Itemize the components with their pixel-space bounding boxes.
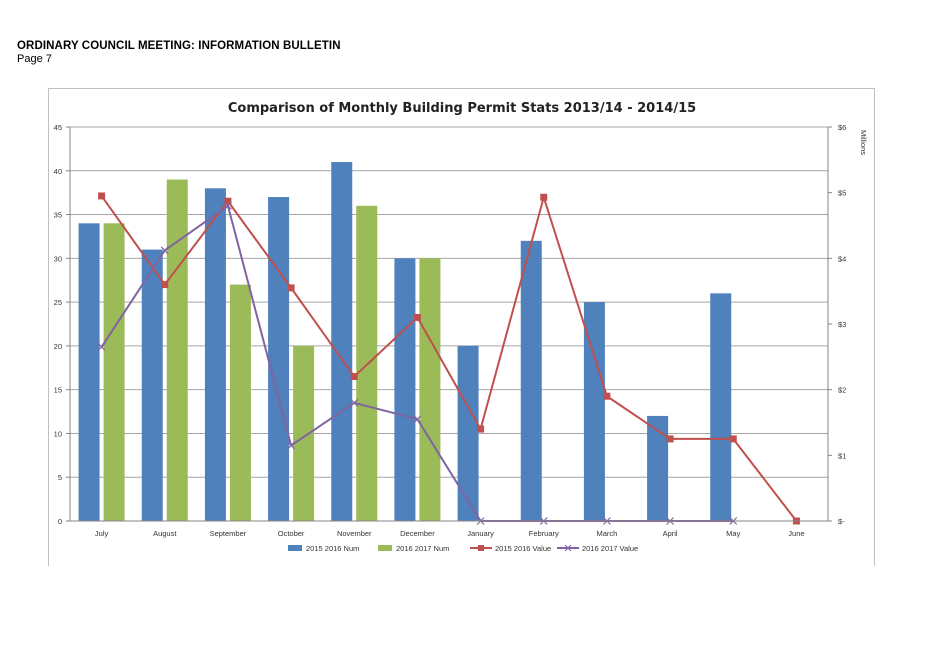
data-point (603, 392, 611, 400)
lines (97, 192, 800, 525)
bar (520, 240, 542, 522)
x-tick-label: February (529, 529, 559, 538)
y-right-tick-label: $3 (838, 320, 846, 329)
data-point (666, 435, 674, 443)
y-right-tick-label: $- (838, 517, 845, 526)
x-tick-label: December (400, 529, 435, 538)
data-point (287, 441, 296, 450)
x-tick-label: May (726, 529, 740, 538)
bar (78, 223, 100, 522)
legend: 2015 2016 Num 2016 2017 Num 2015 2016 Valu… (288, 544, 638, 553)
bar (166, 179, 188, 522)
x-tick-label: January (467, 529, 494, 538)
y-right-axis-label: Millions (859, 130, 868, 155)
data-point (350, 373, 358, 381)
data-point (413, 415, 422, 424)
x-tick-label: June (788, 529, 804, 538)
data-point (161, 281, 169, 289)
bar (229, 284, 251, 521)
data-point (98, 192, 106, 200)
bar (647, 415, 669, 521)
data-point (160, 246, 169, 255)
legend-label: 2015 2016 Value (495, 544, 551, 553)
y-right-tick-label: $4 (838, 254, 846, 263)
data-point (97, 343, 106, 351)
legend-label: 2016 2017 Value (582, 544, 638, 553)
y-left-tick-label: 30 (54, 254, 62, 263)
bar (457, 345, 479, 521)
bar (331, 162, 353, 521)
data-point (540, 193, 548, 201)
y-left-tick-label: 5 (58, 473, 62, 482)
document-title: ORDINARY COUNCIL MEETING: INFORMATION BU… (17, 40, 341, 52)
y-right-tick-label: $2 (838, 386, 846, 395)
y-left-tick-label: 0 (58, 517, 62, 526)
bar (293, 345, 315, 521)
series-line (100, 204, 734, 522)
chart-title: Comparison of Monthly Building Permit St… (228, 101, 696, 116)
legend-label: 2015 2016 Num (306, 544, 359, 553)
legend-label: 2016 2017 Num (396, 544, 449, 553)
x-tick-label: September (210, 529, 247, 538)
x-tick-label: July (95, 529, 109, 538)
chart-frame (48, 88, 875, 566)
y-left-tick-label: 45 (54, 123, 62, 132)
document-header: ORDINARY COUNCIL MEETING: INFORMATION BU… (17, 40, 341, 65)
x-tick-label: August (153, 529, 177, 538)
axes: 0 5 10 15 20 25 30 35 40 45 $- $1 $2 $3 $4 $5 $6 Millions… (54, 123, 868, 538)
y-left-tick-label: 10 (54, 429, 62, 438)
bar (710, 293, 732, 521)
data-point (729, 435, 737, 443)
x-tick-label: October (278, 529, 305, 538)
y-left-tick-label: 20 (54, 342, 62, 351)
series-line (100, 193, 798, 522)
data-point (223, 201, 232, 210)
legend-swatch (288, 545, 302, 551)
y-left-tick-label: 40 (54, 167, 62, 176)
bar (268, 197, 290, 522)
data-point (413, 313, 421, 321)
bar (103, 223, 125, 522)
page-number: Page 7 (17, 53, 52, 65)
data-point (350, 398, 359, 407)
y-left-tick-label: 35 (54, 211, 62, 220)
x-tick-label: November (337, 529, 372, 538)
y-left-tick-label: 15 (54, 386, 62, 395)
bar (141, 249, 163, 522)
data-point (477, 425, 485, 433)
y-right-tick-label: $5 (838, 189, 846, 198)
legend-marker (564, 544, 572, 552)
x-tick-label: April (663, 529, 678, 538)
x-tick-label: March (596, 529, 617, 538)
bar (394, 258, 416, 521)
y-left-tick-label: 25 (54, 298, 62, 307)
bar (583, 302, 605, 521)
y-right-tick-label: $1 (838, 451, 846, 460)
bar (356, 205, 378, 522)
legend-marker (478, 545, 484, 551)
bar (204, 188, 226, 522)
data-point (224, 197, 232, 205)
data-point (287, 284, 295, 292)
y-right-tick-label: $6 (838, 123, 846, 132)
bar (419, 258, 441, 521)
legend-swatch (378, 545, 392, 551)
bars (78, 162, 732, 522)
